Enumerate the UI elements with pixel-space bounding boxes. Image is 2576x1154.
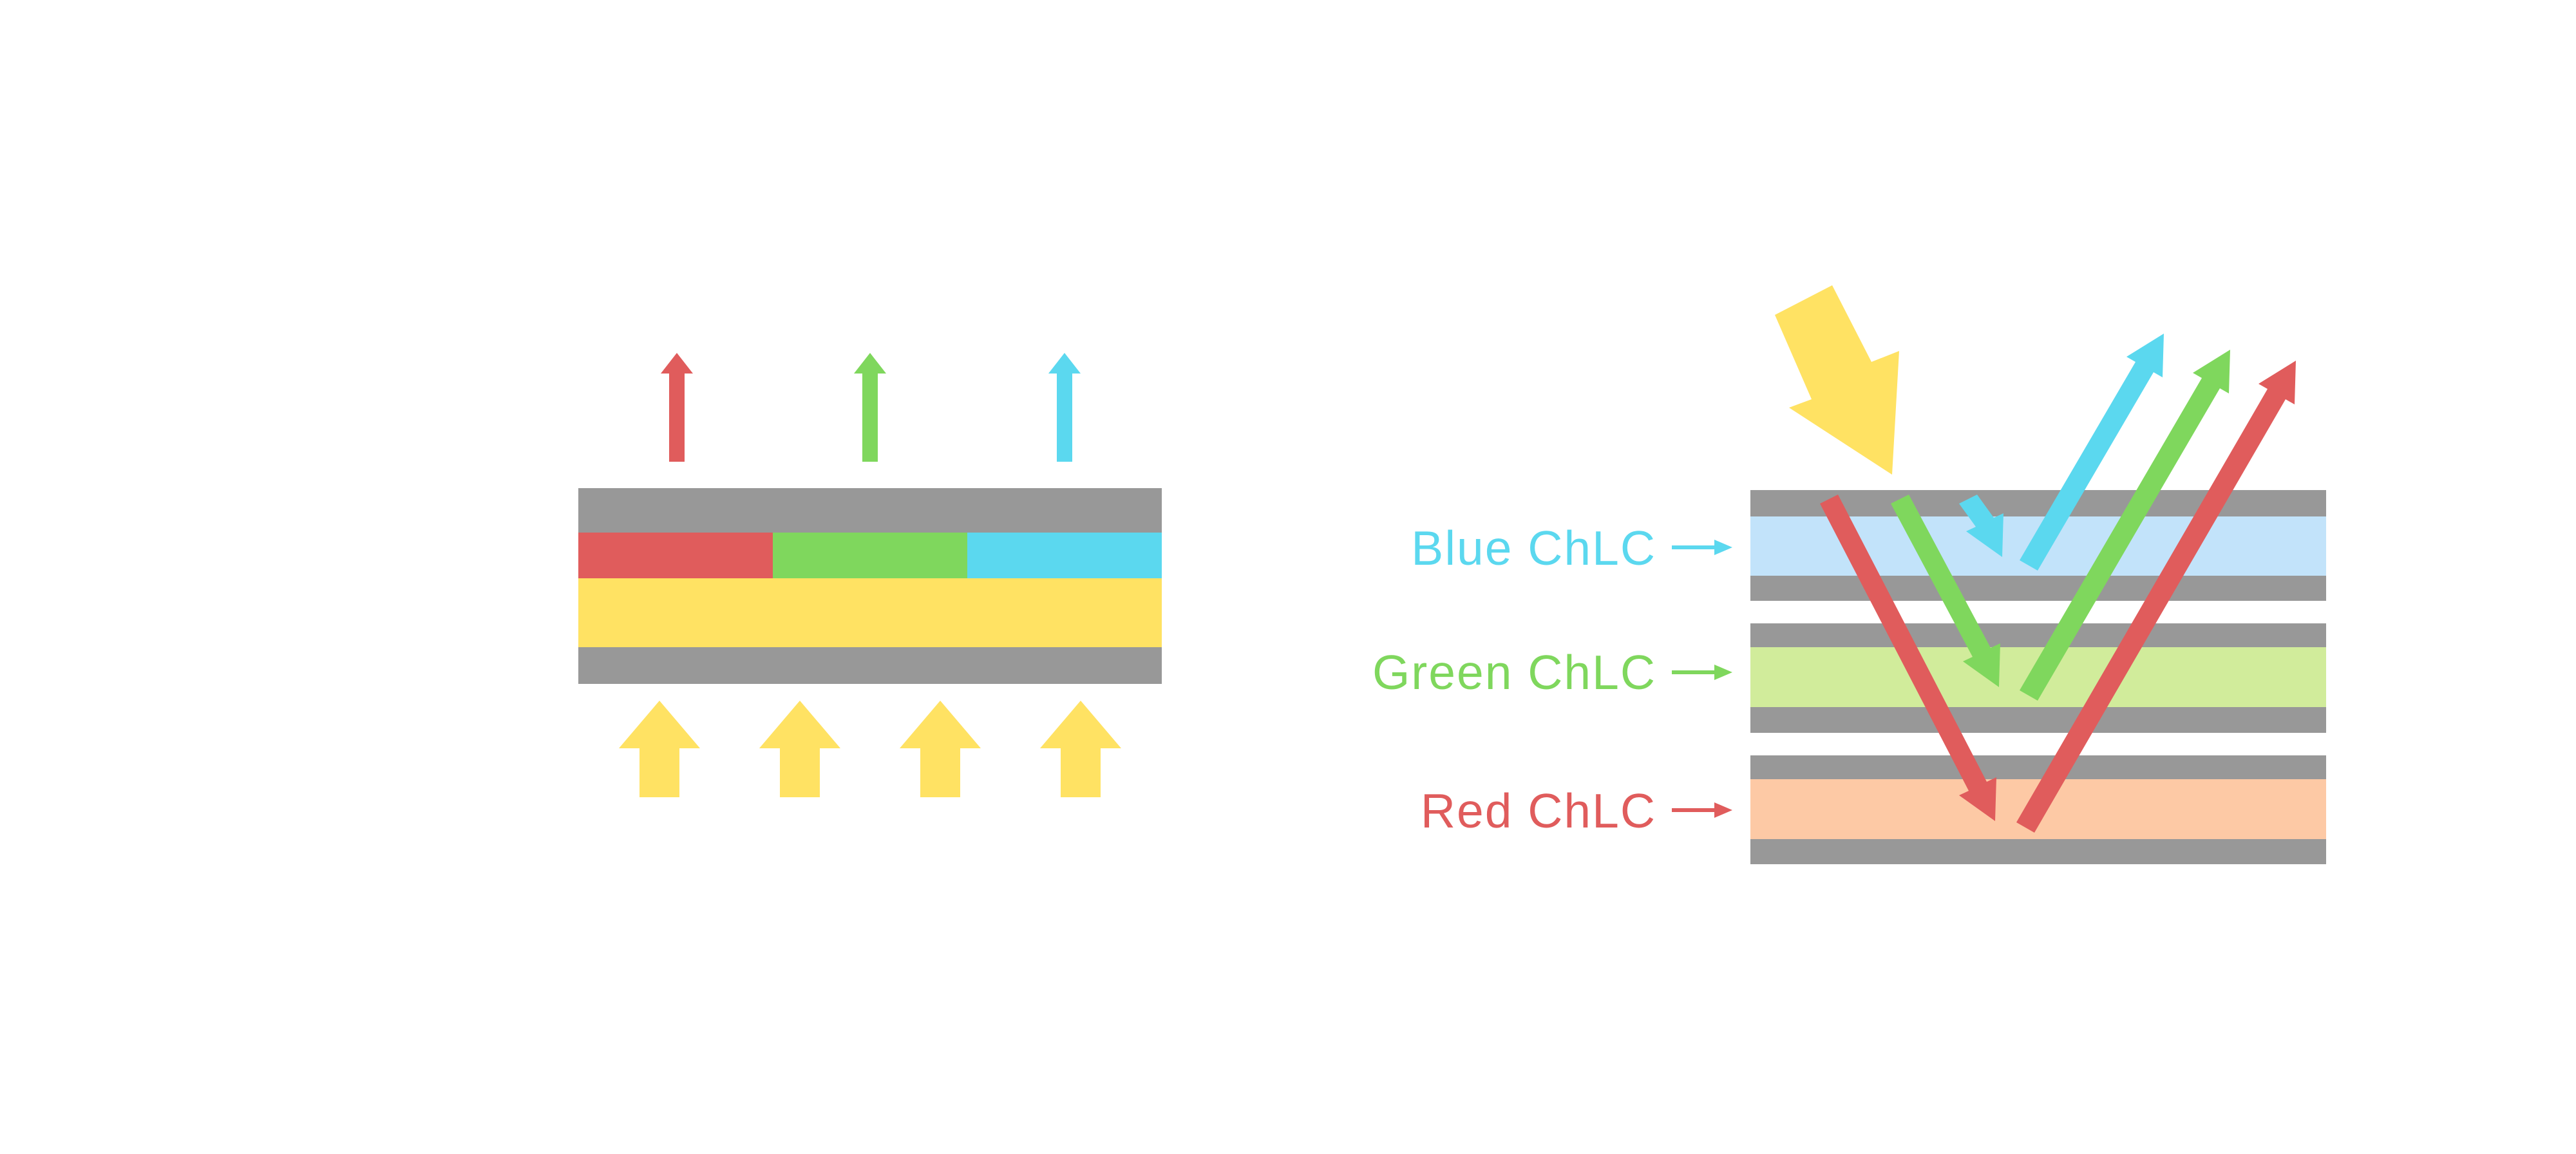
cyan-pixel-segment bbox=[967, 533, 1162, 578]
blue-label-pointer-arrow-icon bbox=[1672, 540, 1732, 555]
left-bottom-substrate-layer bbox=[578, 647, 1162, 684]
emitted-light-arrows bbox=[661, 353, 1081, 462]
red-chlc-label: Red ChLC bbox=[1421, 784, 1656, 838]
reflected-light-rays bbox=[2016, 334, 2296, 833]
yellow-backlight-layer bbox=[578, 578, 1162, 647]
right-diagram: Blue ChLC Green ChLC Red ChLC bbox=[1372, 285, 2326, 864]
left-top-substrate-layer bbox=[578, 488, 1162, 533]
yellow-up-arrow-icon-1 bbox=[619, 701, 700, 797]
blue-chlc-label: Blue ChLC bbox=[1411, 521, 1656, 575]
backlight-arrows bbox=[619, 701, 1121, 797]
yellow-up-arrow-icon-3 bbox=[900, 701, 981, 797]
green-chlc-label: Green ChLC bbox=[1372, 645, 1656, 699]
green-label-pointer-arrow-icon bbox=[1672, 665, 1732, 680]
green-down-right-arrow-icon bbox=[1891, 495, 2000, 687]
incoming-light-rays bbox=[1820, 495, 2003, 821]
layer-labels: Blue ChLC Green ChLC Red ChLC bbox=[1372, 521, 1732, 838]
cyan-up-right-arrow-icon bbox=[2020, 334, 2164, 571]
red-up-right-arrow-icon bbox=[2016, 361, 2296, 833]
green-up-right-arrow-icon bbox=[2020, 350, 2230, 701]
red-pixel-segment bbox=[578, 533, 773, 578]
red-cell-top-substrate bbox=[1750, 755, 2326, 779]
cyan-up-arrow-icon bbox=[1048, 353, 1081, 462]
green-up-arrow-icon bbox=[854, 353, 886, 462]
cyan-down-right-arrow-icon bbox=[1959, 495, 2003, 557]
green-pixel-segment bbox=[773, 533, 967, 578]
red-cell-bottom-substrate bbox=[1750, 839, 2326, 864]
blue-cell-bottom-substrate bbox=[1750, 576, 2326, 601]
green-cell-top-substrate bbox=[1750, 623, 2326, 647]
yellow-diagonal-down-arrow-icon bbox=[1775, 285, 1899, 475]
red-label-pointer-arrow-icon bbox=[1672, 802, 1732, 818]
left-panel-stack bbox=[578, 488, 1162, 684]
yellow-up-arrow-icon-2 bbox=[759, 701, 840, 797]
green-cell-bottom-substrate bbox=[1750, 707, 2326, 733]
yellow-up-arrow-icon-4 bbox=[1040, 701, 1121, 797]
red-up-arrow-icon bbox=[661, 353, 693, 462]
left-diagram bbox=[578, 353, 1162, 797]
red-down-right-arrow-icon bbox=[1820, 495, 1996, 821]
